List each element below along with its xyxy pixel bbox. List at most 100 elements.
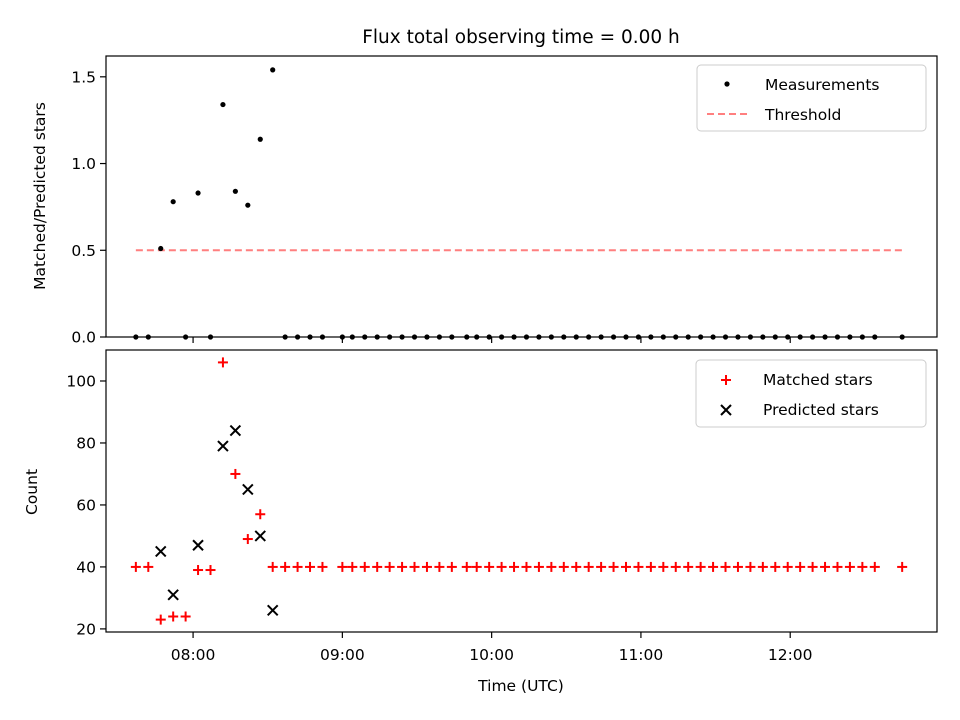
matched-star-point: [583, 561, 594, 572]
measurement-point: [232, 188, 238, 194]
ratio-y-tick-label: 0.5: [71, 242, 96, 260]
measurement-point: [170, 199, 176, 205]
count-y-ticks: 20 40 60 80 100: [66, 372, 106, 638]
chart-title: Flux total observing time = 0.00 h: [362, 27, 680, 48]
matched-star-point: [280, 561, 291, 572]
matched-star-point: [732, 561, 743, 572]
matched-star-point: [292, 561, 303, 572]
matched-star-point: [143, 561, 154, 572]
measurement-point: [195, 190, 201, 196]
count-legend-box: [695, 359, 927, 428]
count-axes-frame: [105, 349, 938, 633]
measurement-point: [220, 101, 226, 108]
matched-star-point: [446, 561, 457, 572]
count-y-tick-label: 20: [76, 620, 96, 638]
measurement-point: [257, 136, 263, 142]
count-x-tick-label: 11:00: [619, 646, 664, 664]
matched-star-point: [695, 561, 706, 572]
matched-star-point: [496, 561, 507, 572]
ratio-legend: Measurements Threshold: [696, 64, 927, 132]
matched-star-point: [230, 468, 241, 479]
matched-star-point: [130, 561, 141, 572]
predicted-star-point: [229, 424, 242, 437]
matched-star-point: [608, 561, 619, 572]
predicted-star-point: [167, 589, 179, 601]
measurement-point: [158, 245, 164, 252]
count-y-tick-label: 40: [76, 558, 96, 576]
matched-star-point: [372, 561, 383, 572]
legend-label-measurements: Measurements: [765, 76, 880, 94]
matched-star-point: [384, 561, 395, 572]
matched-star-point: [359, 561, 370, 572]
matched-star-point: [807, 561, 818, 572]
matched-star-point: [571, 561, 582, 572]
matched-star-point: [720, 561, 731, 572]
matched-star-point: [869, 561, 880, 572]
matched-star-point: [509, 561, 520, 572]
matched-legend-marker: [721, 375, 731, 385]
matched-star-point: [484, 561, 495, 572]
ratio-y-axis-label: Matched/Predicted stars: [31, 102, 49, 290]
predicted-star-point: [217, 440, 229, 452]
predicted-star-point: [266, 604, 279, 617]
count-y-tick-label: 80: [76, 434, 96, 452]
legend-label-matched: Matched stars: [763, 371, 873, 389]
x-axis-label: Time (UTC): [477, 677, 564, 695]
matched-star-point: [317, 561, 328, 572]
matched-star-point: [770, 561, 781, 572]
ratio-y-tick-label: 1.5: [71, 68, 96, 86]
matched-star-point: [558, 561, 569, 572]
matched-star-point: [596, 561, 607, 572]
matched-star-point: [397, 561, 408, 572]
matched-star-point: [521, 561, 532, 572]
measurement-point: [245, 202, 251, 208]
legend-label-predicted: Predicted stars: [763, 401, 879, 419]
predicted-star-point: [242, 483, 254, 496]
count-x-ticks: 08:00 09:00 10:00 11:00 12:00: [171, 632, 813, 664]
count-legend: Matched stars Predicted stars: [695, 359, 927, 428]
count-x-tick-label: 08:00: [171, 646, 216, 664]
count-panel: 20 40 60 80 100 08:00 09:00 10:00 11:00 12:00 Co…: [23, 349, 938, 695]
count-x-tick-label: 09:00: [320, 646, 365, 664]
matched-star-point: [421, 561, 432, 572]
matched-star-point: [546, 561, 557, 572]
matched-star-point: [305, 561, 316, 572]
matched-star-point: [670, 561, 681, 572]
matched-star-point: [242, 534, 253, 545]
count-x-tick-label: 12:00: [768, 646, 813, 664]
matched-star-point: [782, 561, 793, 572]
matched-star-point: [683, 561, 694, 572]
matched-star-point: [832, 561, 843, 572]
ratio-y-tick-label: 1.0: [71, 155, 96, 173]
matched-star-point: [168, 611, 179, 622]
ratio-axes-frame: [105, 55, 938, 338]
matched-star-point: [757, 561, 768, 572]
ratio-legend-box: [696, 64, 927, 132]
matched-star-point: [795, 561, 806, 572]
predicted-legend-marker: [720, 404, 732, 416]
matched-star-point: [533, 561, 544, 572]
matched-star-point: [409, 561, 420, 572]
ratio-x-ticks: [192, 337, 791, 343]
ratio-panel: 0.0 0.5 1.0 1.5 Matched/Predicted stars Mea…: [31, 55, 938, 347]
matched-star-point: [205, 565, 216, 576]
ratio-y-tick-label: 0.0: [71, 329, 96, 347]
matched-star-point: [857, 561, 868, 572]
predicted-star-point: [254, 530, 266, 542]
matched-star-point: [633, 561, 644, 572]
matched-star-point: [193, 565, 204, 576]
matched-star-point: [267, 561, 278, 572]
matched-star-point: [844, 561, 855, 572]
matched-star-point: [461, 561, 472, 572]
ratio-plot-area: [133, 67, 905, 340]
measurement-point: [270, 67, 276, 73]
matched-star-point: [434, 561, 445, 572]
matched-star-point: [645, 561, 656, 572]
count-y-axis-label: Count: [23, 469, 41, 515]
matched-star-point: [155, 614, 166, 625]
count-y-tick-label: 60: [76, 496, 96, 514]
matched-star-point: [471, 561, 482, 572]
legend-label-threshold: Threshold: [764, 106, 841, 124]
measurements-legend-marker: [724, 81, 730, 87]
ratio-y-ticks: 0.0 0.5 1.0 1.5: [71, 68, 106, 347]
